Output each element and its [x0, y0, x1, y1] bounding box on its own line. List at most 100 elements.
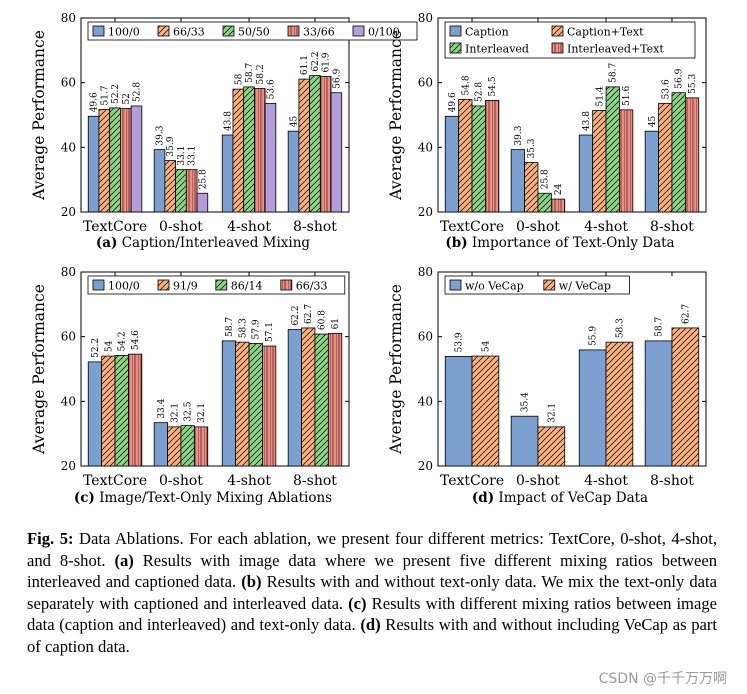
y-axis-label: Average Performance: [30, 30, 48, 201]
bar: [128, 353, 143, 467]
legend-label: 100/0: [108, 26, 140, 39]
bar: [537, 426, 566, 467]
y-tick-label: 60: [418, 76, 433, 90]
bar: [471, 355, 500, 467]
caption-c-text: Results with different mixing ratios bet…: [27, 593, 717, 635]
bar: [298, 78, 311, 213]
bar-value-label: 25.8: [198, 169, 208, 189]
panel-label: (c): [74, 490, 95, 506]
legend-label: 66/33: [173, 26, 205, 39]
y-axis-label: Average Performance: [387, 284, 405, 455]
bar: [592, 110, 607, 213]
plot-frame: [437, 17, 707, 213]
bar-value-label: 52: [122, 93, 132, 104]
legend-swatch: [449, 279, 462, 291]
bar-value-label: 52.2: [111, 84, 121, 104]
bar-value-label: 61.9: [322, 52, 332, 72]
chart-panel-2: 20 40 60 80 Average Performance TextCore 0-sho…: [387, 11, 707, 251]
bar-value-label: 39.3: [514, 125, 524, 145]
legend-label: 91/9: [173, 280, 198, 293]
bar-value-label: 25.8: [541, 169, 551, 189]
bar-value-label: 33.1: [188, 146, 198, 166]
bar: [167, 426, 182, 467]
bar-value-label: 55.3: [688, 74, 698, 94]
bar-value-label: 35.4: [521, 392, 531, 412]
bar-value-label: 54: [481, 340, 491, 352]
bar: [196, 192, 209, 213]
legend: w/o VeCap w/ VeCap: [444, 275, 630, 295]
x-tick-label: 0-shot: [159, 219, 203, 235]
bar: [658, 102, 673, 213]
bar-value-label: 54.2: [118, 331, 128, 351]
legend-label: w/ VeCap: [559, 280, 611, 293]
panel-caption: (a) Caption/Interleaved Mixing: [96, 235, 311, 251]
legend-swatch: [449, 25, 462, 37]
y-tick-label: 40: [418, 394, 433, 408]
bar: [684, 97, 700, 213]
bar: [444, 355, 473, 467]
legend-swatch: [287, 25, 300, 37]
bar: [87, 115, 100, 213]
figure-caption: Fig. 5: Data Ablations. For each ablatio…: [27, 528, 717, 658]
bar: [153, 149, 166, 213]
caption-a-label: (a): [114, 550, 134, 570]
panel-title: Image/Text-Only Mixing Ablations: [95, 490, 332, 506]
bar-value-label: 58.2: [256, 64, 266, 84]
x-tick-label: 8-shot: [293, 473, 337, 489]
bar: [578, 349, 607, 467]
bar-value-label: 54.6: [131, 330, 141, 350]
bar-value-label: 60.8: [318, 310, 328, 330]
x-tick-label: 4-shot: [227, 473, 271, 489]
bar: [327, 333, 343, 467]
bar-value-label: 45: [648, 115, 658, 127]
bar: [671, 92, 686, 213]
caption-a-text: Results with image data where we present…: [27, 550, 717, 592]
panel-label: (d): [472, 490, 494, 506]
bar-value-label: 52.2: [91, 338, 101, 358]
bar-value-label: 45: [290, 115, 300, 127]
legend-swatch: [551, 42, 564, 54]
bar-value-label: 55.9: [589, 326, 599, 346]
x-tick-label: 4-shot: [227, 219, 271, 235]
legend-label: 0/100: [368, 26, 400, 39]
panel-title: Caption/Interleaved Mixing: [117, 235, 310, 251]
bar-value-label: 51.4: [595, 86, 605, 106]
bar: [605, 86, 620, 213]
plot-frame: [437, 271, 707, 467]
bar-value-label: 57.9: [252, 319, 262, 339]
panel-title: Impact of VeCap Data: [494, 490, 648, 506]
bar-value-label: 35.3: [527, 138, 537, 158]
bar-value-label: 58.3: [238, 318, 248, 338]
panel-caption: (d) Impact of VeCap Data: [472, 490, 648, 506]
bar-value-label: 43.8: [582, 111, 592, 131]
bar: [232, 88, 245, 213]
bar: [524, 162, 539, 213]
y-tick-label: 40: [61, 140, 76, 154]
bar: [101, 355, 116, 467]
bar-value-label: 61.1: [300, 55, 310, 75]
bar: [175, 169, 187, 213]
bar: [264, 102, 277, 213]
bar: [221, 134, 234, 213]
bar: [109, 107, 121, 213]
y-tick-label: 20: [418, 459, 433, 473]
legend-swatch: [157, 25, 170, 37]
y-axis-label: Average Performance: [30, 284, 48, 455]
legend-label: 33/66: [303, 26, 335, 39]
legend: Caption Caption+Text Interleaved Interleave…: [444, 21, 696, 59]
bar: [153, 422, 168, 467]
x-tick-label: 0-shot: [516, 219, 560, 235]
bar-value-label: 58.7: [225, 317, 235, 337]
y-tick-label: 60: [61, 76, 76, 90]
bar: [287, 329, 302, 467]
caption-b-text: Results with and without text-only data.…: [27, 572, 717, 613]
x-tick-label: TextCore: [440, 219, 504, 235]
y-axis-label: Average Performance: [387, 30, 405, 201]
y-tick-label: 20: [418, 205, 433, 219]
bar: [248, 343, 263, 467]
bar-value-label: 43.8: [224, 111, 234, 131]
bar: [130, 105, 143, 213]
bar-value-label: 62.7: [681, 304, 691, 324]
legend-label: 100/0: [108, 280, 140, 293]
legend-swatch: [222, 25, 235, 37]
